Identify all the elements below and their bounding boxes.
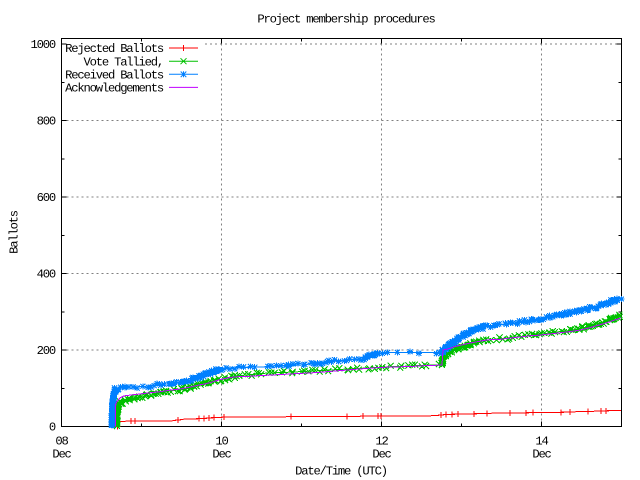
svg-text:10: 10 (215, 434, 228, 448)
svg-text:Dec: Dec (52, 448, 71, 462)
svg-text:600: 600 (37, 191, 56, 205)
svg-text:Project membership procedures: Project membership procedures (257, 13, 435, 27)
svg-text:Dec: Dec (532, 448, 551, 462)
svg-text:08: 08 (55, 434, 68, 448)
svg-text:Vote Tallied,: Vote Tallied, (84, 55, 163, 69)
svg-text:200: 200 (37, 344, 56, 358)
svg-text:0: 0 (49, 421, 56, 435)
svg-text:400: 400 (37, 268, 56, 282)
svg-text:Ballots: Ballots (8, 210, 22, 254)
svg-text:Received Ballots: Received Ballots (65, 69, 164, 83)
svg-text:12: 12 (375, 434, 388, 448)
svg-text:Rejected Ballots: Rejected Ballots (65, 42, 164, 56)
svg-text:1000: 1000 (31, 38, 56, 52)
svg-text:Dec: Dec (372, 448, 391, 462)
svg-text:Date/Time (UTC): Date/Time (UTC) (295, 465, 387, 479)
svg-text:Dec: Dec (212, 448, 231, 462)
svg-text:14: 14 (535, 434, 548, 448)
svg-text:Acknowledgements: Acknowledgements (65, 82, 164, 96)
svg-text:800: 800 (37, 115, 56, 129)
